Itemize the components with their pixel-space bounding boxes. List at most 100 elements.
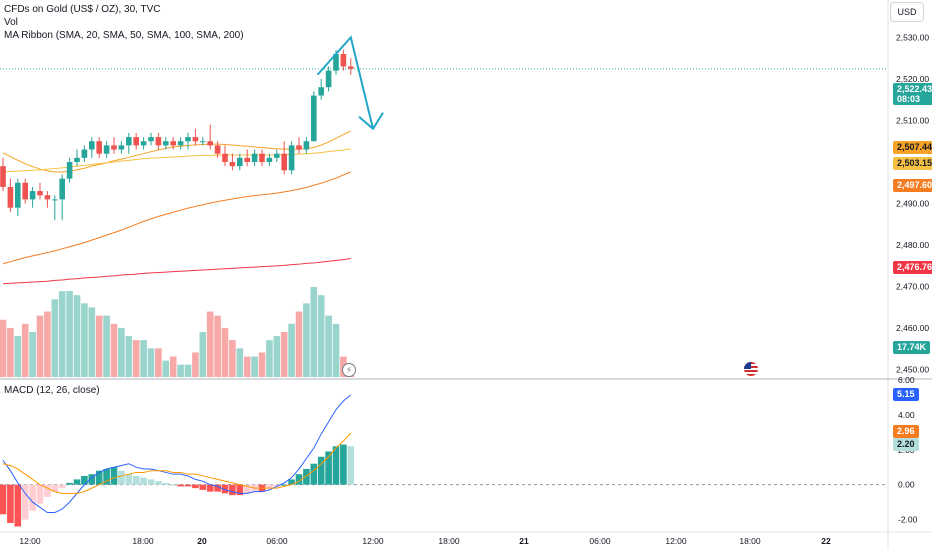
macd-histogram-bar xyxy=(0,484,7,515)
macd-histogram-bar xyxy=(266,484,273,489)
candle-body xyxy=(103,145,110,154)
candle-body xyxy=(37,191,43,196)
volume-bar xyxy=(88,307,96,377)
macd-histogram-bar xyxy=(125,474,133,485)
volume-bar xyxy=(303,303,310,377)
candle-body xyxy=(311,95,317,142)
candle-body xyxy=(200,141,206,143)
macd-histogram-bar xyxy=(221,484,229,494)
candle-body xyxy=(22,182,28,200)
us-flag-icon[interactable] xyxy=(744,362,758,376)
candle-body xyxy=(281,153,287,171)
macd-legend[interactable]: MACD (12, 26, close) xyxy=(4,385,100,396)
time-tick-label: 12:00 xyxy=(665,536,687,546)
macd-histogram-bar xyxy=(340,444,347,485)
macd-histogram-bar xyxy=(36,484,44,504)
macd-histogram-bar xyxy=(192,484,199,489)
macd-histogram-bar xyxy=(184,484,192,487)
volume-bar xyxy=(214,315,221,377)
lightning-icon[interactable]: ⚡ xyxy=(342,363,356,377)
time-tick-label: 18:00 xyxy=(132,536,154,546)
candle-body xyxy=(170,141,176,146)
candle-body xyxy=(214,145,221,154)
volume-bar xyxy=(7,327,14,377)
volume-bar xyxy=(221,327,229,377)
annotation-arrowhead xyxy=(358,112,384,131)
time-tick-label: 12:00 xyxy=(362,536,384,546)
macd-tick-label: 6.00 xyxy=(898,375,915,385)
volume-bar xyxy=(155,348,162,377)
macd-histogram-bar xyxy=(325,451,332,485)
candle-body xyxy=(244,157,250,162)
volume-bar xyxy=(192,352,199,377)
candle-body xyxy=(59,178,65,200)
volume-bar xyxy=(95,315,103,377)
volume-bar xyxy=(273,336,281,377)
candle-body xyxy=(118,145,125,150)
macd-histogram-bar xyxy=(147,479,155,485)
macd-histogram-bar xyxy=(243,484,251,494)
time-tick-label: 18:00 xyxy=(438,536,460,546)
volume-bar xyxy=(169,356,177,377)
price-tick-label: 2,530.00 xyxy=(896,32,929,42)
volume-bar xyxy=(58,291,66,377)
candle-body xyxy=(296,145,302,150)
volume-bar xyxy=(51,299,59,377)
volume-bar xyxy=(103,315,110,377)
currency-button[interactable]: USD xyxy=(890,2,924,22)
ma-ribbon-legend[interactable]: MA Ribbon (SMA, 20, SMA, 50, SMA, 100, S… xyxy=(4,30,244,41)
vol-legend[interactable]: Vol xyxy=(4,17,18,28)
candle-body xyxy=(340,54,347,67)
macd-histogram-bar xyxy=(95,470,103,485)
volume-bar xyxy=(36,315,44,377)
volume-bar xyxy=(66,291,73,377)
countdown-value: 08:03 xyxy=(897,94,921,104)
volume-bar xyxy=(125,336,133,377)
macd-histogram-bar xyxy=(103,468,110,485)
symbol-title[interactable]: CFDs on Gold (US$ / OZ), 30, TVC xyxy=(4,4,161,15)
candle-body xyxy=(140,141,147,146)
macd-histogram-bar xyxy=(169,484,177,486)
candle-body xyxy=(126,137,132,146)
macd-histogram-bar xyxy=(140,477,147,485)
volume-bar xyxy=(81,303,88,377)
price-tick-label: 2,480.00 xyxy=(896,240,929,250)
macd-histogram-bar xyxy=(332,446,340,485)
candle-body xyxy=(0,166,6,187)
candle-body xyxy=(96,141,102,154)
candle-body xyxy=(7,186,14,208)
macd-tick-label: -2.00 xyxy=(898,515,918,525)
candle-body xyxy=(81,149,88,158)
signal-line xyxy=(2,432,352,494)
volume-bar xyxy=(258,352,266,377)
macd-histogram-bar xyxy=(310,463,318,485)
macd-histogram-bar xyxy=(236,484,244,496)
volume-badge: 17.74K xyxy=(893,341,931,354)
volume-bar xyxy=(266,340,273,377)
candle-body xyxy=(348,66,354,69)
macd-histogram-bar xyxy=(81,475,88,485)
macd-histogram-bar xyxy=(303,468,310,485)
candle-body xyxy=(266,157,273,162)
price-tick-label: 2,490.00 xyxy=(896,199,929,209)
candle-body xyxy=(237,157,243,167)
sma50-badge: 2,503.15 xyxy=(893,157,932,170)
macd-histogram-bar xyxy=(51,484,59,492)
candle-body xyxy=(89,141,95,150)
candle-body xyxy=(207,141,213,146)
volume-bar xyxy=(236,348,244,377)
time-tick-label: 06:00 xyxy=(589,536,611,546)
macd-histogram-bar xyxy=(280,484,288,486)
volume-bar xyxy=(310,287,318,377)
candle-body xyxy=(333,54,339,71)
volume-bar xyxy=(147,348,155,377)
candle-body xyxy=(111,145,117,150)
candle-body xyxy=(274,153,280,158)
macd-histogram-bar xyxy=(66,482,73,485)
volume-bar xyxy=(243,356,251,377)
price-tick-label: 2,460.00 xyxy=(896,323,929,333)
candle-body xyxy=(251,153,258,162)
last-price-badge: 2,522.43 08:03 xyxy=(893,83,932,105)
